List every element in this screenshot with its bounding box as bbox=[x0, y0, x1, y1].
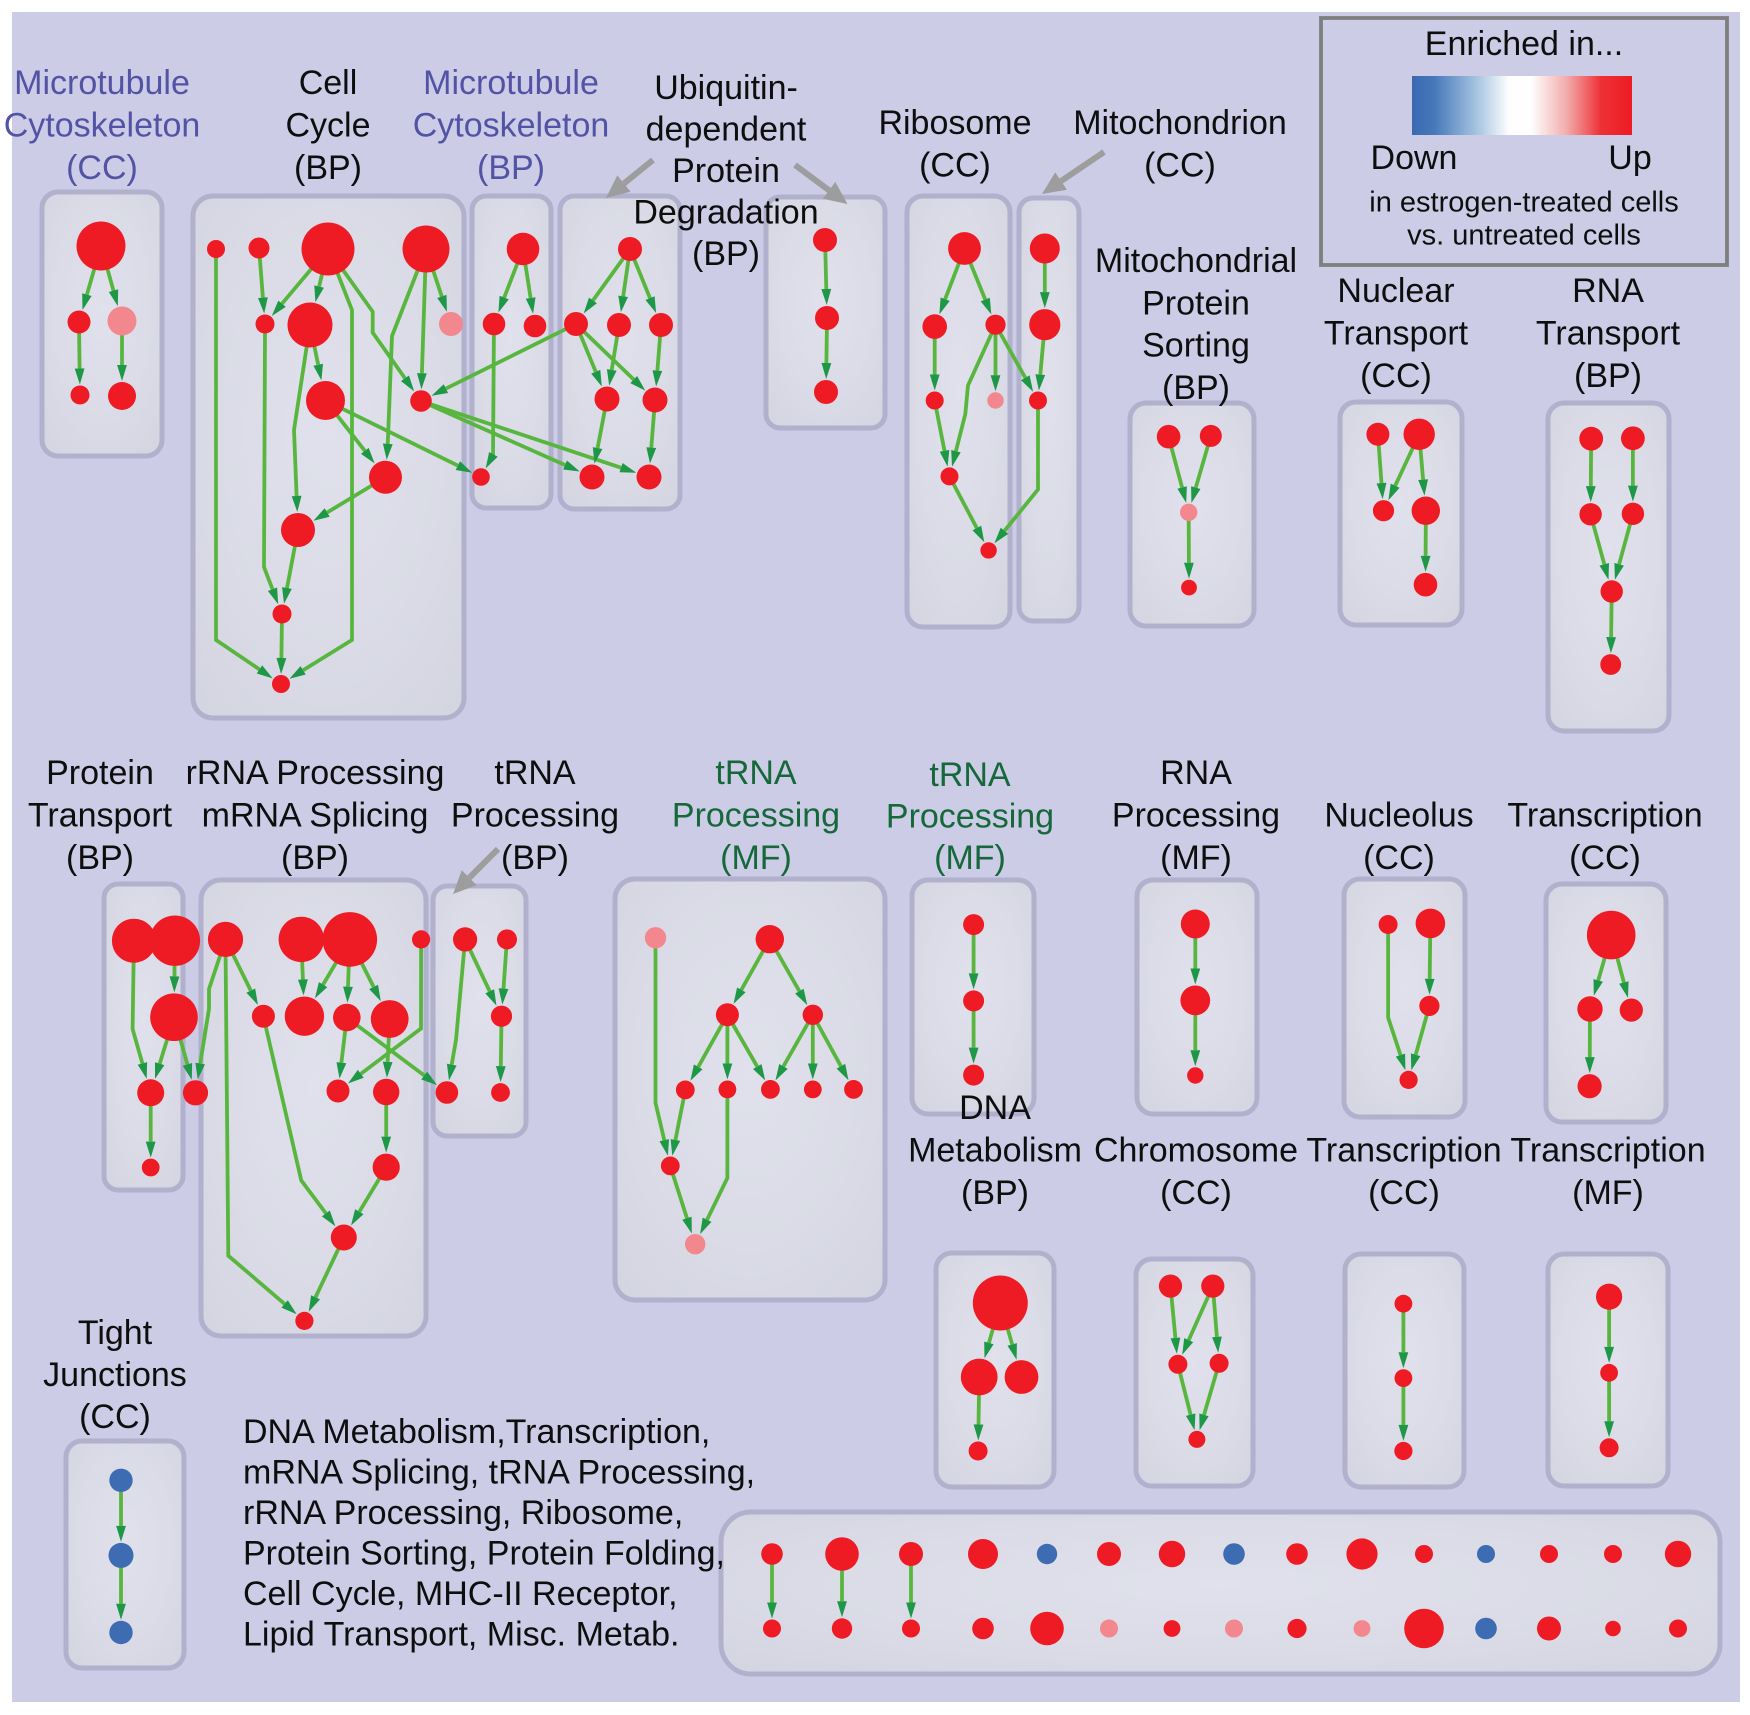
svg-text:Transcription: Transcription bbox=[1510, 1131, 1705, 1169]
svg-text:DNA Metabolism,Transcription,: DNA Metabolism,Transcription, bbox=[243, 1413, 710, 1451]
svg-text:(BP): (BP) bbox=[501, 839, 569, 877]
svg-text:(BP): (BP) bbox=[66, 839, 134, 877]
svg-text:Transport: Transport bbox=[28, 796, 173, 834]
svg-text:(CC): (CC) bbox=[1144, 146, 1216, 184]
svg-text:(BP): (BP) bbox=[692, 235, 760, 273]
svg-text:Processing: Processing bbox=[672, 796, 840, 834]
svg-text:(BP): (BP) bbox=[477, 149, 545, 187]
svg-text:(CC): (CC) bbox=[1569, 839, 1641, 877]
svg-text:(MF): (MF) bbox=[1572, 1174, 1644, 1212]
svg-text:Protein: Protein bbox=[1142, 284, 1250, 322]
svg-text:(BP): (BP) bbox=[281, 839, 349, 877]
svg-text:Nucleolus: Nucleolus bbox=[1324, 796, 1473, 834]
svg-text:Protein: Protein bbox=[46, 754, 154, 792]
svg-text:Processing: Processing bbox=[886, 797, 1054, 835]
svg-text:in estrogen-treated cells: in estrogen-treated cells bbox=[1369, 187, 1679, 219]
svg-text:Tight: Tight bbox=[78, 1314, 153, 1352]
svg-text:tRNA: tRNA bbox=[715, 754, 797, 792]
svg-text:Up: Up bbox=[1608, 139, 1651, 177]
svg-text:Cell Cycle, MHC-II Receptor,: Cell Cycle, MHC-II Receptor, bbox=[243, 1575, 678, 1613]
svg-text:Transcription: Transcription bbox=[1306, 1131, 1501, 1169]
svg-text:Microtubule: Microtubule bbox=[14, 64, 190, 102]
svg-text:Enriched in...: Enriched in... bbox=[1425, 25, 1623, 63]
svg-text:Mitochondrion: Mitochondrion bbox=[1073, 104, 1287, 142]
svg-text:DNA: DNA bbox=[959, 1089, 1031, 1127]
svg-text:Processing: Processing bbox=[1112, 796, 1280, 834]
svg-text:Protein: Protein bbox=[672, 152, 780, 190]
svg-text:Ubiquitin-: Ubiquitin- bbox=[654, 69, 798, 107]
svg-text:Cytoskeleton: Cytoskeleton bbox=[413, 106, 610, 144]
svg-text:Lipid Transport, Misc. Metab.: Lipid Transport, Misc. Metab. bbox=[243, 1615, 680, 1653]
svg-text:Chromosome: Chromosome bbox=[1094, 1131, 1298, 1169]
svg-text:RNA: RNA bbox=[1160, 754, 1232, 792]
svg-text:Mitochondrial: Mitochondrial bbox=[1095, 242, 1297, 280]
svg-text:(CC): (CC) bbox=[66, 149, 138, 187]
svg-text:Processing: Processing bbox=[451, 796, 619, 834]
svg-text:tRNA: tRNA bbox=[494, 754, 576, 792]
svg-text:Transport: Transport bbox=[1536, 314, 1681, 352]
svg-text:(CC): (CC) bbox=[1360, 357, 1432, 395]
svg-text:Sorting: Sorting bbox=[1142, 327, 1250, 365]
svg-text:(BP): (BP) bbox=[1574, 357, 1642, 395]
svg-text:rRNA Processing, Ribosome,: rRNA Processing, Ribosome, bbox=[243, 1494, 683, 1532]
svg-text:Ribosome: Ribosome bbox=[878, 104, 1031, 142]
svg-text:Junctions: Junctions bbox=[43, 1356, 187, 1394]
svg-text:Cycle: Cycle bbox=[285, 106, 370, 144]
svg-text:(MF): (MF) bbox=[720, 839, 792, 877]
svg-text:(CC): (CC) bbox=[1160, 1174, 1232, 1212]
svg-text:Transcription: Transcription bbox=[1507, 796, 1702, 834]
svg-text:mRNA Splicing, tRNA Processing: mRNA Splicing, tRNA Processing, bbox=[243, 1453, 755, 1491]
svg-text:(CC): (CC) bbox=[919, 146, 991, 184]
svg-text:RNA: RNA bbox=[1572, 272, 1644, 310]
svg-text:Microtubule: Microtubule bbox=[423, 64, 599, 102]
svg-text:Cytoskeleton: Cytoskeleton bbox=[4, 106, 201, 144]
svg-text:(CC): (CC) bbox=[1363, 839, 1435, 877]
svg-text:(MF): (MF) bbox=[934, 839, 1006, 877]
svg-text:(BP): (BP) bbox=[1162, 369, 1230, 407]
svg-text:(BP): (BP) bbox=[294, 149, 362, 187]
svg-text:Degradation: Degradation bbox=[633, 193, 818, 231]
svg-text:(MF): (MF) bbox=[1160, 839, 1232, 877]
svg-text:tRNA: tRNA bbox=[929, 756, 1011, 794]
svg-text:vs. untreated cells: vs. untreated cells bbox=[1407, 220, 1641, 252]
svg-text:Nuclear: Nuclear bbox=[1337, 272, 1454, 310]
svg-text:(CC): (CC) bbox=[79, 1398, 151, 1436]
svg-text:Metabolism: Metabolism bbox=[908, 1131, 1082, 1169]
svg-text:mRNA Splicing: mRNA Splicing bbox=[202, 796, 429, 834]
svg-text:Down: Down bbox=[1371, 139, 1458, 177]
svg-text:(CC): (CC) bbox=[1368, 1174, 1440, 1212]
svg-text:Protein Sorting, Protein Foldi: Protein Sorting, Protein Folding, bbox=[243, 1534, 725, 1572]
svg-text:dependent: dependent bbox=[646, 110, 807, 148]
svg-text:(BP): (BP) bbox=[961, 1174, 1029, 1212]
svg-text:Transport: Transport bbox=[1324, 314, 1469, 352]
svg-text:rRNA Processing: rRNA Processing bbox=[186, 754, 445, 792]
svg-text:Cell: Cell bbox=[299, 64, 358, 102]
